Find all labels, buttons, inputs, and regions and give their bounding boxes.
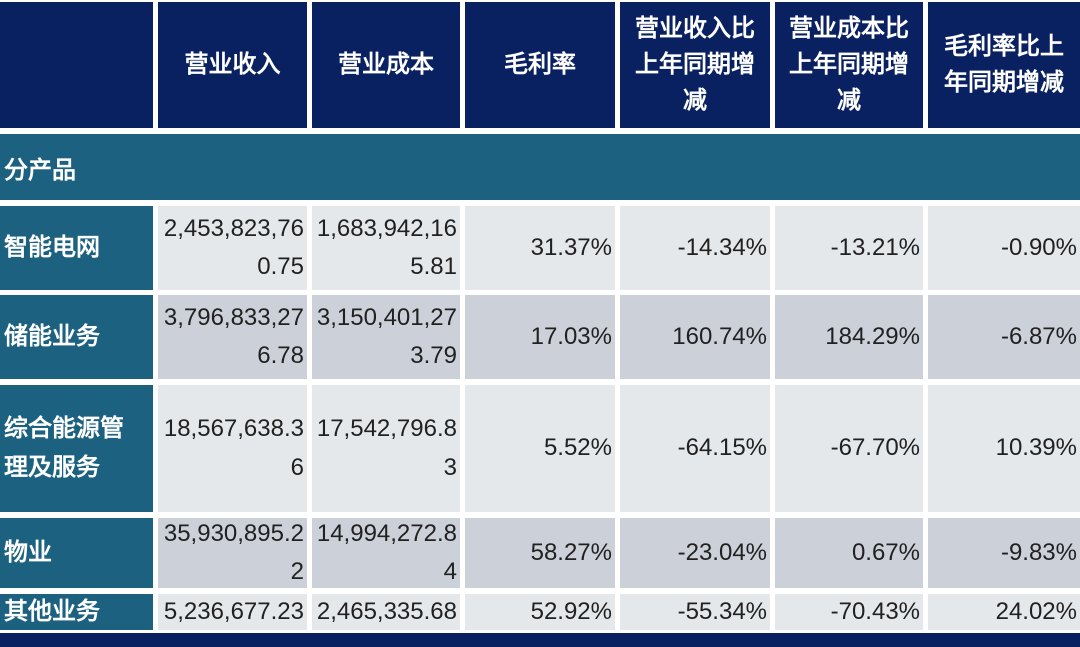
row-label: 物业 <box>0 518 153 588</box>
cell-value: -70.43% <box>830 597 920 625</box>
cell-value: -9.83% <box>1000 538 1077 566</box>
cell-value: 5,236,677.23 <box>163 597 304 625</box>
cell-value: 2,465,335.68 <box>316 597 457 625</box>
cell-value: 184.29% <box>825 322 920 350</box>
cell-value: -67.70% <box>830 434 920 462</box>
cell-gross-margin: 58.27% <box>465 518 615 588</box>
cell-margin-yoy: -6.87% <box>928 295 1080 379</box>
cell-cost: 3,150,401,273.79 <box>312 295 460 379</box>
header-blank <box>0 2 153 128</box>
cell-revenue-yoy: -55.34% <box>620 594 770 630</box>
header-revenue: 营业收入 <box>158 2 307 128</box>
table-row: 智能电网 2,453,823,760.75 1,683,942,165.81 3… <box>0 206 1080 290</box>
cell-cost: 14,994,272.84 <box>312 518 460 588</box>
cell-value: 10.39% <box>995 434 1077 462</box>
cell-value: -0.90% <box>1000 233 1077 261</box>
cell-gross-margin: 17.03% <box>465 295 615 379</box>
cell-value: 35,930,895.22 <box>163 519 304 585</box>
section-band: 分产品 <box>0 134 1080 200</box>
cell-value: 24.02% <box>995 597 1077 625</box>
cell-value: 1,683,942,165.81 <box>316 214 457 280</box>
cell-margin-yoy: -0.90% <box>928 206 1080 290</box>
cell-value: 3,796,833,276.78 <box>163 303 304 369</box>
cell-gross-margin: 31.37% <box>465 206 615 290</box>
cell-revenue-yoy: -64.15% <box>620 385 770 512</box>
header-revenue-yoy: 营业收入比上年同期增减 <box>620 2 770 128</box>
cell-value: -64.15% <box>677 434 767 462</box>
header-cost: 营业成本 <box>312 2 460 128</box>
cell-cost-yoy: -13.21% <box>775 206 923 290</box>
header-cost-yoy: 营业成本比上年同期增减 <box>775 2 923 128</box>
cell-value: -6.87% <box>1000 322 1077 350</box>
cell-value: 0.67% <box>851 538 920 566</box>
cell-cost-yoy: -70.43% <box>775 594 923 630</box>
cell-gross-margin: 5.52% <box>465 385 615 512</box>
cell-cost: 2,465,335.68 <box>312 594 460 630</box>
cell-value: 58.27% <box>530 538 612 566</box>
bottom-border-bar <box>0 633 1080 647</box>
header-margin-yoy: 毛利率比上年同期增减 <box>928 2 1080 128</box>
table-header-row: 营业收入 营业成本 毛利率 营业收入比上年同期增减 营业成本比上年同期增减 毛利… <box>0 2 1080 128</box>
cell-revenue: 35,930,895.22 <box>158 518 307 588</box>
cell-value: 31.37% <box>530 233 612 261</box>
cell-revenue-yoy: -14.34% <box>620 206 770 290</box>
cell-value: -14.34% <box>677 233 767 261</box>
table-row: 物业 35,930,895.22 14,994,272.84 58.27% -2… <box>0 518 1080 588</box>
cell-margin-yoy: 24.02% <box>928 594 1080 630</box>
cell-revenue: 18,567,638.36 <box>158 385 307 512</box>
table-row: 综合能源管理及服务 18,567,638.36 17,542,796.83 5.… <box>0 385 1080 512</box>
cell-cost: 17,542,796.83 <box>312 385 460 512</box>
cell-revenue: 5,236,677.23 <box>158 594 307 630</box>
cell-margin-yoy: 10.39% <box>928 385 1080 512</box>
cell-gross-margin: 52.92% <box>465 594 615 630</box>
cell-value: -23.04% <box>677 538 767 566</box>
row-label: 智能电网 <box>0 206 153 290</box>
header-gross-margin: 毛利率 <box>465 2 615 128</box>
row-label: 其他业务 <box>0 594 153 630</box>
table-row: 储能业务 3,796,833,276.78 3,150,401,273.79 1… <box>0 295 1080 379</box>
cell-cost-yoy: 184.29% <box>775 295 923 379</box>
cell-value: 17,542,796.83 <box>316 415 457 481</box>
cell-revenue: 3,796,833,276.78 <box>158 295 307 379</box>
row-label: 综合能源管理及服务 <box>0 385 153 512</box>
cell-value: 52.92% <box>530 597 612 625</box>
cell-cost-yoy: 0.67% <box>775 518 923 588</box>
cell-margin-yoy: -9.83% <box>928 518 1080 588</box>
section-label: 分产品 <box>4 156 76 184</box>
row-label: 储能业务 <box>0 295 153 379</box>
cell-value: 18,567,638.36 <box>163 415 304 481</box>
cell-revenue-yoy: -23.04% <box>620 518 770 588</box>
cell-value: 14,994,272.84 <box>316 519 457 585</box>
cell-cost-yoy: -67.70% <box>775 385 923 512</box>
cell-value: 17.03% <box>530 322 612 350</box>
cell-value: 2,453,823,760.75 <box>163 214 304 280</box>
cell-revenue: 2,453,823,760.75 <box>158 206 307 290</box>
cell-revenue-yoy: 160.74% <box>620 295 770 379</box>
table-row: 其他业务 5,236,677.23 2,465,335.68 52.92% -5… <box>0 594 1080 630</box>
cell-value: 5.52% <box>543 434 612 462</box>
cell-value: -55.34% <box>677 597 767 625</box>
cell-value: -13.21% <box>830 233 920 261</box>
cell-value: 160.74% <box>672 322 767 350</box>
cell-cost: 1,683,942,165.81 <box>312 206 460 290</box>
cell-value: 3,150,401,273.79 <box>316 303 457 369</box>
